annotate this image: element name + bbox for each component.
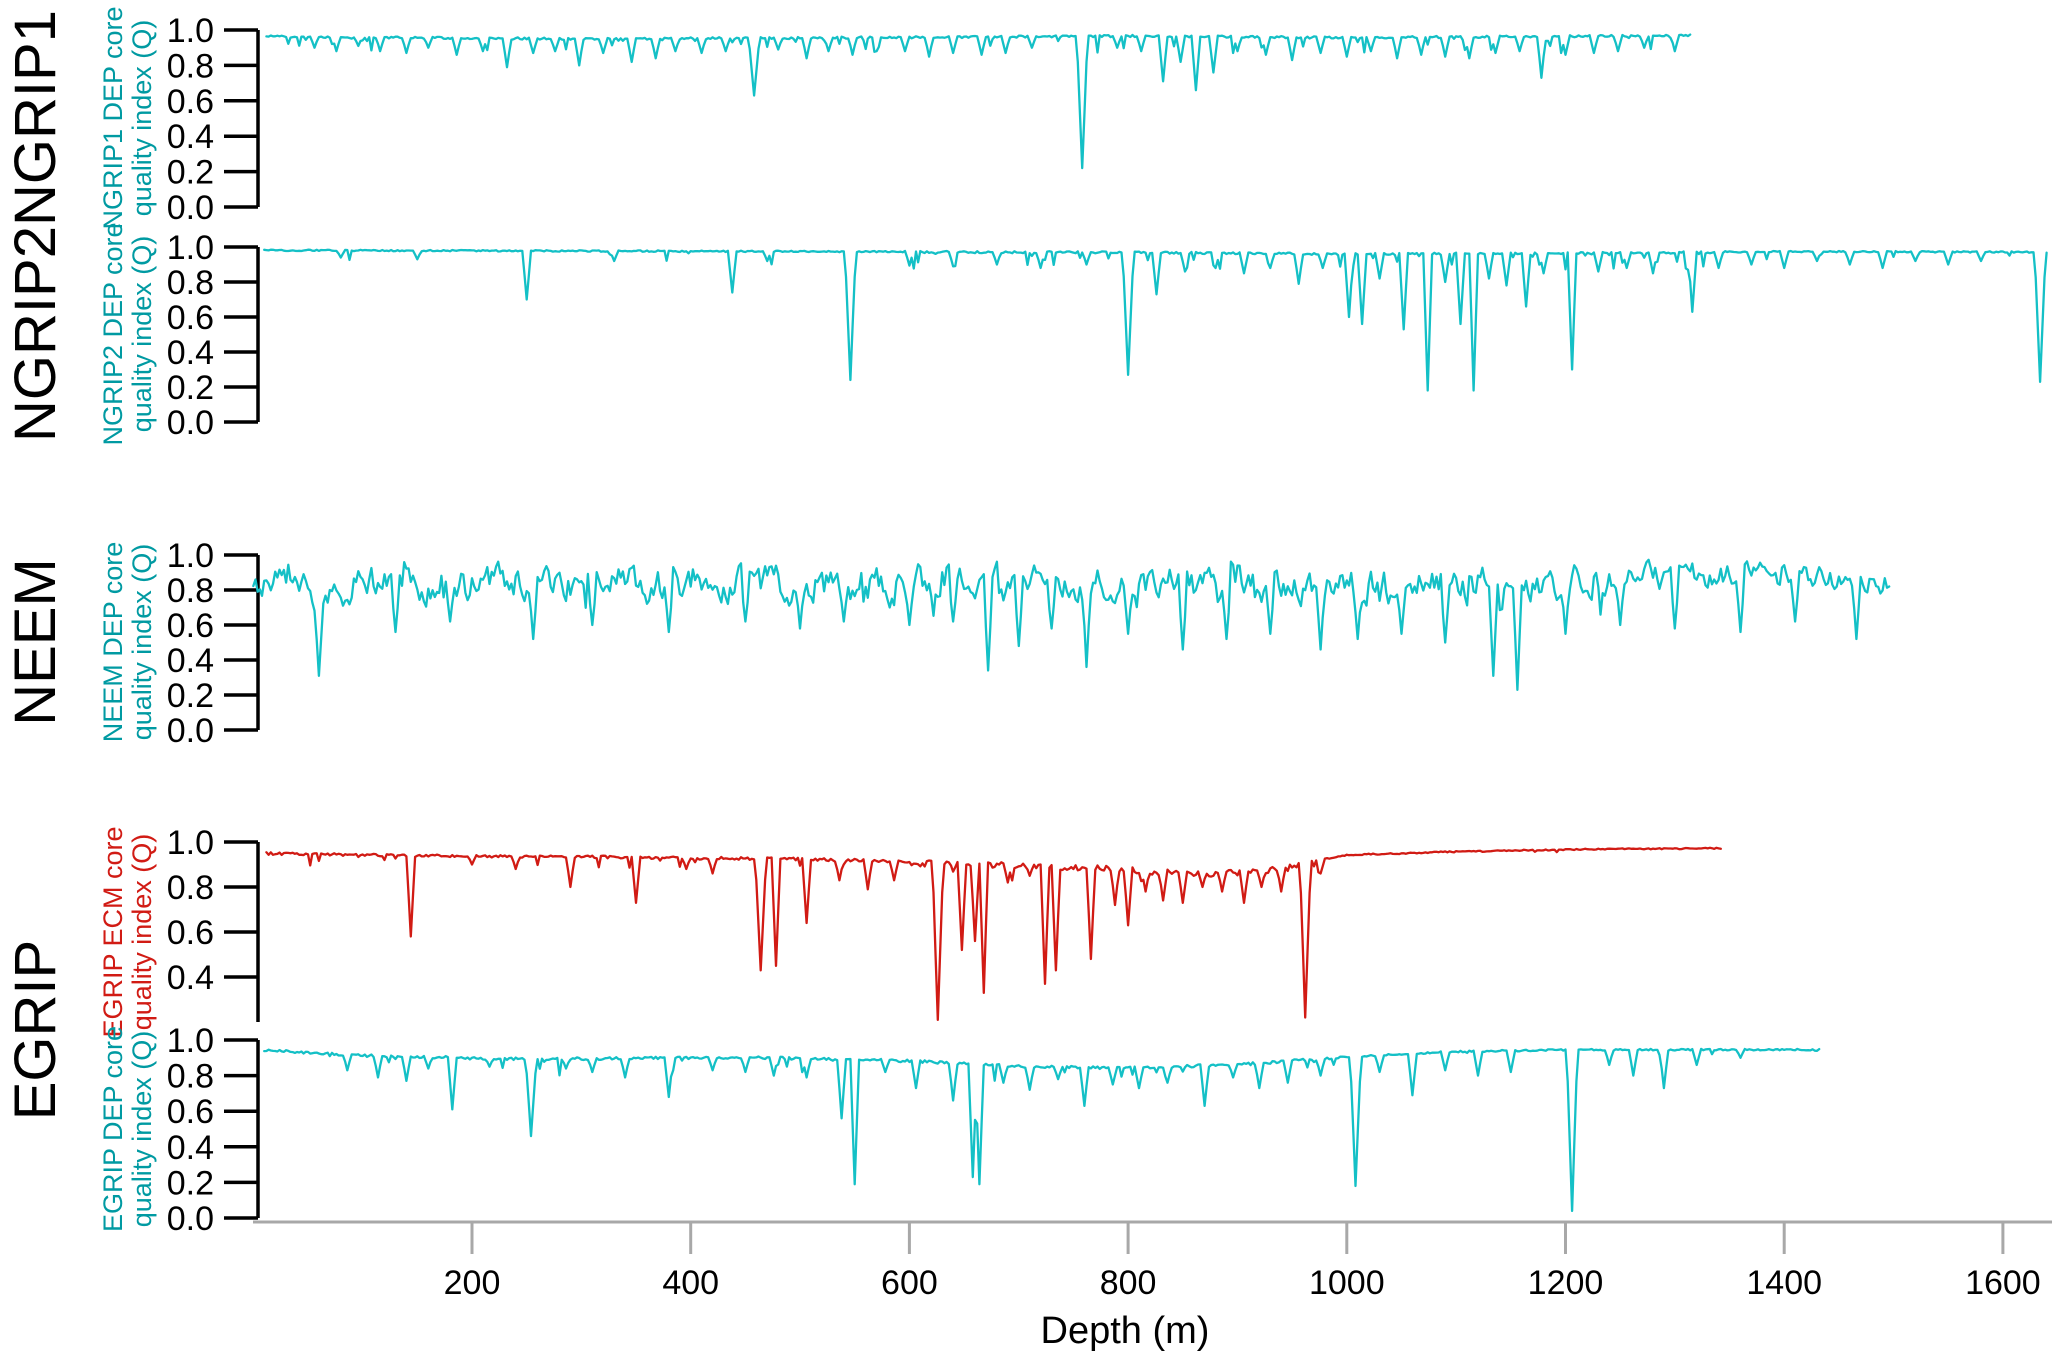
x-tick-label: 400 — [662, 1264, 719, 1302]
y-tick-label: 0.4 — [167, 334, 214, 372]
y-tick-label: 0.8 — [167, 264, 214, 302]
panel-egrip-ecm: 0.4 0.6 0.8 1.0 — [167, 824, 1722, 1022]
y-tick-label: 0.8 — [167, 1058, 214, 1096]
y-axis-title-line: quality index (Q) — [127, 20, 157, 217]
y-axis: 0.4 0.6 0.8 1.0 — [167, 824, 260, 1022]
row-label-ngrip2: NGRIP2 — [3, 226, 68, 442]
panel-ngrip1-dep: 0.00.20.40.60.81.0 — [167, 12, 1692, 227]
y-tick-label: 0.2 — [167, 154, 214, 192]
y-tick-label: 1.0 — [167, 537, 214, 575]
x-tick-label: 200 — [444, 1264, 501, 1302]
y-axis-title-egrip-dep: EGRIP DEP core quality index (Q) — [98, 1026, 157, 1232]
y-tick-label: 0.6 — [167, 607, 214, 645]
y-axis-title-ngrip1-dep: NGRIP1 DEP core quality index (Q) — [98, 6, 157, 229]
x-axis: 200 400 600 800 1000 1200 1400 1600 — [253, 1220, 2052, 1302]
y-axis-title-ngrip2-dep: NGRIP2 DEP core quality index (Q) — [98, 222, 157, 445]
y-tick-label: 0.2 — [167, 369, 214, 407]
y-tick-label: 0.6 — [167, 83, 214, 121]
y-axis-title-line: quality index (Q) — [127, 236, 157, 433]
x-tick-label: 1200 — [1528, 1264, 1604, 1302]
y-tick-label: 1.0 — [167, 229, 214, 267]
y-tick-label: 0.4 — [167, 959, 214, 997]
row-label-egrip: EGRIP — [3, 940, 68, 1121]
row-label-ngrip1: NGRIP1 — [3, 10, 68, 226]
x-tick-label: 800 — [1100, 1264, 1157, 1302]
y-tick-label: 0.4 — [167, 642, 214, 680]
x-tick-label: 1400 — [1746, 1264, 1822, 1302]
panel-egrip-dep: 0.00.20.40.60.81.0 — [167, 1022, 1821, 1238]
panel-ngrip2-dep: 0.00.20.40.60.81.0 — [167, 229, 2048, 442]
y-tick-label: 0.0 — [167, 404, 214, 442]
y-axis-title-line: EGRIP DEP core — [98, 1026, 128, 1232]
y-axis-title-line: quality index (Q) — [127, 1031, 157, 1228]
y-tick-label: 0.6 — [167, 1093, 214, 1131]
x-tick-label: 1600 — [1965, 1264, 2041, 1302]
trace-egrip-dep — [263, 1047, 1821, 1213]
y-axis-title-line: quality index (Q) — [127, 834, 157, 1031]
y-tick-label: 0.4 — [167, 1129, 214, 1167]
trace-ngrip1-dep — [265, 33, 1692, 170]
row-label-neem: NEEM — [3, 558, 68, 726]
y-tick-label: 1.0 — [167, 12, 214, 50]
y-axis-title-line: NEEM DEP core — [98, 542, 128, 743]
y-axis-title-line: NGRIP2 DEP core — [98, 222, 128, 445]
generated-plot-content: 200 400 600 800 1000 1200 1400 16000.00.20.40.6… — [167, 12, 2052, 1302]
y-tick-label: 0.0 — [167, 1200, 214, 1238]
y-axis-title-line: NGRIP1 DEP core — [98, 6, 128, 229]
x-tick-label: 1000 — [1309, 1264, 1385, 1302]
y-axis-title-line: quality index (Q) — [127, 544, 157, 741]
panel-neem-dep: 0.00.20.40.60.81.0 — [167, 537, 1891, 750]
trace-ngrip2-dep — [263, 248, 2048, 392]
y-axis-title-line: EGRIP ECM core — [98, 826, 128, 1037]
y-tick-label: 0.4 — [167, 118, 214, 156]
y-axis: 0.00.20.40.60.81.0 — [167, 537, 260, 750]
y-tick-label: 1.0 — [167, 824, 214, 862]
y-tick-label: 0.8 — [167, 869, 214, 907]
x-tick-label: 600 — [881, 1264, 938, 1302]
y-tick-label: 0.0 — [167, 189, 214, 227]
y-tick-label: 0.8 — [167, 572, 214, 610]
y-tick-label: 0.2 — [167, 677, 214, 715]
trace-egrip-ecm — [265, 846, 1722, 1021]
y-tick-label: 0.8 — [167, 47, 214, 85]
y-axis-title-neem-dep: NEEM DEP core quality index (Q) — [98, 542, 157, 743]
trace-neem-dep — [252, 558, 1891, 691]
y-axis: 0.00.20.40.60.81.0 — [167, 229, 260, 442]
x-axis-title: Depth (m) — [1041, 1310, 1210, 1352]
y-tick-label: 0.2 — [167, 1164, 214, 1202]
y-tick-label: 0.0 — [167, 712, 214, 750]
y-tick-label: 0.6 — [167, 914, 214, 952]
y-tick-label: 1.0 — [167, 1022, 214, 1060]
y-axis: 0.00.20.40.60.81.0 — [167, 12, 260, 227]
y-axis-title-egrip-ecm: EGRIP ECM core quality index (Q) — [98, 826, 157, 1037]
y-tick-label: 0.6 — [167, 299, 214, 337]
y-axis: 0.00.20.40.60.81.0 — [167, 1022, 260, 1238]
